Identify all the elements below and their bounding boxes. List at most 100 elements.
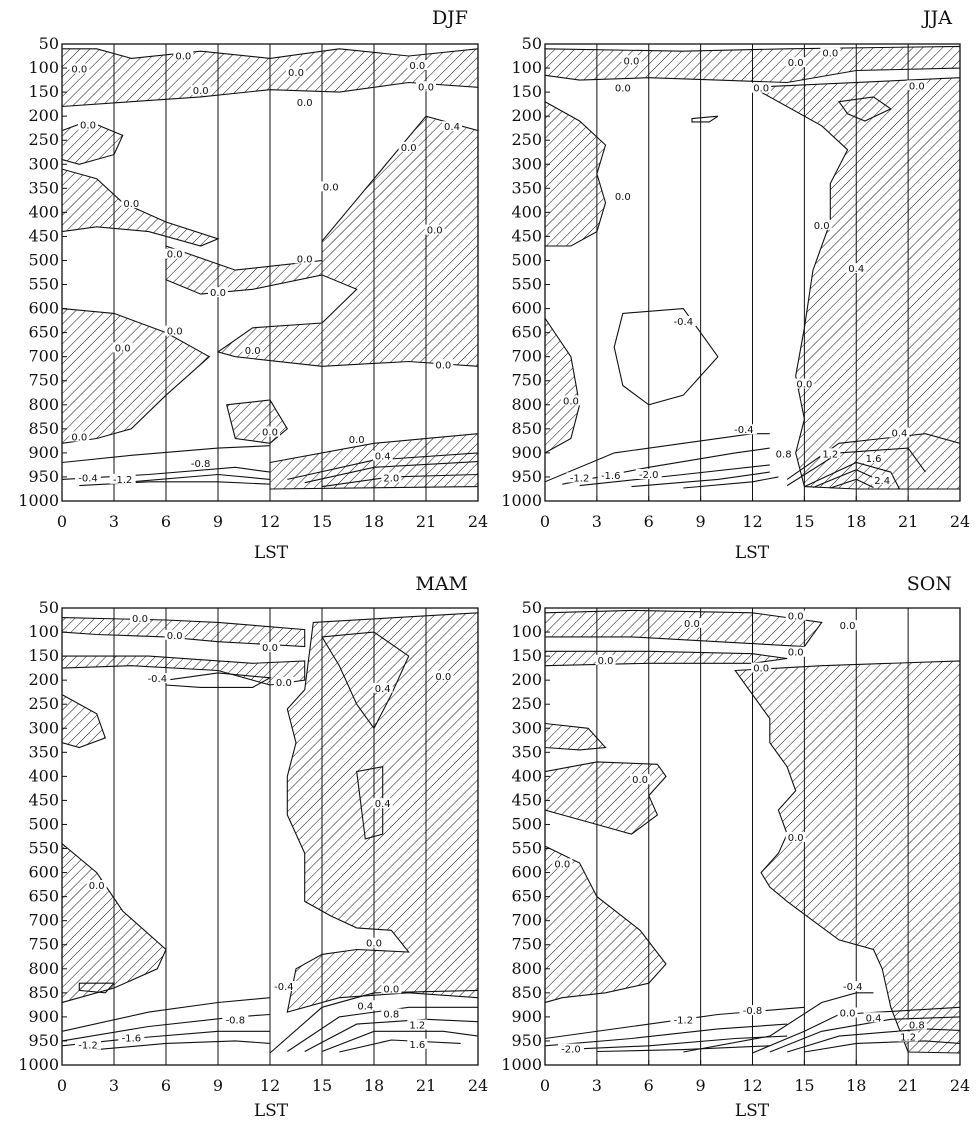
y-tick-label: 1000 (18, 491, 59, 510)
y-tick-label: 700 (511, 911, 542, 930)
contour-label-bg (381, 472, 402, 483)
plot-area: 0.0 0.0 0.0 0.0 0.0 0.0 0.0 0.0 0.4 0.0 0.0 0.0 0.0 0… (62, 44, 478, 501)
panel-son: SON LST 0.0 0.0 0.0 0.0 0.0 0.0 0.0 0.0 0.0 -0.4 -… (501, 573, 970, 1121)
y-tick-label: 350 (511, 742, 542, 761)
y-tick-label: 850 (28, 419, 59, 438)
contour-line-neg0p8 (62, 1013, 271, 1042)
contour-label: 0.0 (840, 1008, 856, 1019)
contour-label: 0.0 (349, 435, 365, 446)
x-tick-label: 21 (898, 512, 918, 531)
contour-label: -1.6 (601, 471, 621, 482)
x-tick-label: 12 (260, 512, 280, 531)
contour-label-bg (566, 472, 593, 483)
y-tick-label: 150 (28, 646, 59, 665)
contour-label: -0.8 (226, 1016, 246, 1027)
contour-label: 0.0 (115, 343, 131, 354)
x-tick-label: 24 (468, 512, 488, 531)
x-tick-label: 0 (57, 512, 67, 531)
y-tick-label: 50 (522, 34, 542, 53)
contour-label-bg (906, 1019, 927, 1030)
contour-label: 0.0 (563, 396, 579, 407)
y-tick-label: 300 (28, 718, 59, 737)
y-tick-label: 350 (511, 178, 542, 197)
hatched-region (545, 722, 607, 751)
y-tick-label: 250 (511, 130, 542, 149)
contour-label: 0.0 (624, 56, 640, 67)
contour-label: -0.8 (191, 459, 211, 470)
contour-label: 0.0 (167, 327, 183, 338)
hatched-region (226, 399, 289, 444)
x-tick-label: 18 (846, 1076, 866, 1095)
contour-label: 0.0 (167, 631, 183, 642)
y-tick-label: 950 (511, 467, 542, 486)
x-tick-label: 9 (213, 512, 223, 531)
contour-label-bg (294, 253, 315, 264)
hatched-region (62, 693, 107, 749)
contour-label: -0.4 (734, 425, 754, 436)
contour-label-bg (130, 613, 150, 624)
contour-label-bg (681, 617, 702, 628)
y-tick-label: 200 (28, 106, 59, 125)
contour-label-bg (208, 287, 228, 298)
contour-label: 0.0 (615, 84, 631, 95)
contour-line-1p2 (804, 461, 900, 490)
y-tick-label: 50 (39, 598, 59, 617)
contour-label-bg (785, 831, 806, 842)
contour-label: 0.0 (276, 678, 292, 689)
contour-label-bg (69, 431, 90, 442)
x-tick-label: 24 (468, 1076, 488, 1095)
contour-label: -1.2 (570, 473, 590, 484)
y-tick-label: 300 (511, 718, 542, 737)
contour-label: -0.8 (743, 1006, 763, 1017)
contour-label-bg (69, 63, 90, 74)
plot-area: 0.0 0.0 0.0 -0.4 0.0 0.0 0.4 0.4 0.0 0.0 -0.4 0.0 0.… (62, 608, 478, 1065)
contour-label-bg (372, 450, 393, 461)
contour-label: 0.0 (822, 49, 838, 60)
contour-label-bg (635, 468, 662, 479)
y-tick-label: 750 (28, 935, 59, 954)
contour-label-bg (118, 1032, 145, 1043)
contour-label-bg (846, 263, 867, 274)
y-tick-label: 100 (28, 622, 59, 641)
contour-label: 0.4 (866, 1013, 882, 1024)
contour-label: 0.0 (788, 58, 804, 69)
contour-label: -2.0 (561, 1045, 581, 1056)
contour-label-bg (595, 654, 616, 665)
contour-label: 1.6 (866, 454, 882, 465)
y-tick-label: 300 (28, 154, 59, 173)
contour-label: 0.8 (383, 1009, 399, 1020)
x-tick-label: 18 (846, 512, 866, 531)
contour-label-bg (273, 677, 294, 688)
contour-label: 0.0 (297, 98, 313, 109)
contour-line-0p4 (838, 96, 892, 122)
contour-label-bg (242, 344, 263, 355)
contour-line-1p2 (321, 1030, 478, 1053)
panel-title: JJA (921, 7, 952, 29)
y-tick-label: 200 (511, 670, 542, 689)
contour-label: 0.0 (193, 86, 209, 97)
contour-label: -0.4 (843, 982, 863, 993)
contour-label: 0.0 (123, 199, 139, 210)
contour-line-neg2 (596, 1045, 770, 1053)
contour-label-bg (751, 82, 772, 93)
contour-label-bg (621, 55, 642, 66)
x-axis-label: LST (254, 1101, 289, 1121)
contour-label-bg (906, 80, 927, 91)
hatched-region (545, 650, 788, 667)
contour-label: 0.0 (383, 984, 399, 995)
y-tick-label: 850 (511, 983, 542, 1002)
contour-label: 1.2 (822, 449, 838, 460)
contour-label-bg (260, 641, 280, 652)
contour-label: 0.0 (753, 664, 769, 675)
contour-label-bg (612, 190, 633, 201)
panel-mam: MAM LST 0.0 0.0 0.0 -0.4 0.0 0.0 0.4 0.4 0.0 0.0 -… (18, 573, 488, 1121)
panel-title: SON (907, 573, 952, 595)
y-tick-label: 250 (28, 130, 59, 149)
x-tick-label: 24 (950, 1076, 970, 1095)
y-tick-label: 400 (28, 202, 59, 221)
hatched-region (62, 168, 220, 247)
contour-label-bg (630, 774, 651, 785)
y-tick-label: 800 (28, 395, 59, 414)
contour-label-bg (294, 97, 315, 108)
y-tick-label: 100 (511, 622, 542, 641)
